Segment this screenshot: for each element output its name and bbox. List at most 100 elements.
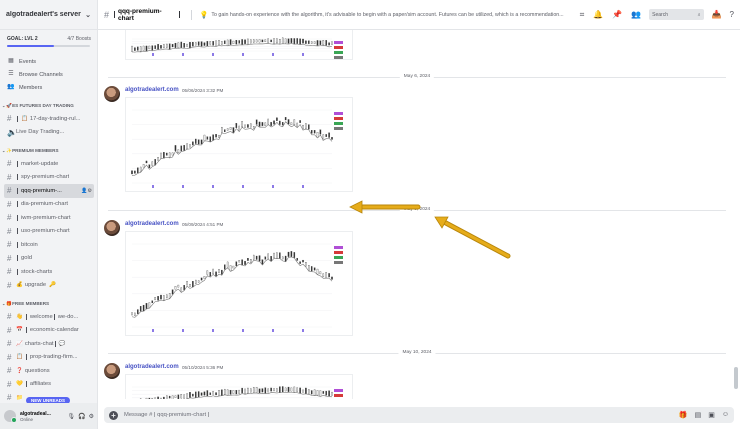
headphones-icon[interactable]: 🎧 — [78, 413, 86, 420]
avatar[interactable] — [104, 220, 120, 236]
members-icon[interactable]: 👥 — [631, 9, 642, 19]
sticker-icon[interactable]: ▣ — [708, 412, 715, 419]
emoji-icon[interactable]: ☺ — [721, 411, 729, 418]
candle — [168, 293, 171, 299]
candle — [168, 43, 171, 50]
divider — [190, 9, 192, 20]
channel-live-day-trading[interactable]: 🔈 Live Day Trading... — [4, 126, 94, 140]
price-tag — [334, 56, 343, 59]
channel-prop-trading[interactable]: # 📋 prop-trading-firm... — [4, 351, 94, 365]
channel-iwm-premium-chart[interactable]: # iwm-premium-chart — [4, 211, 94, 225]
add-member-icon[interactable]: 👤⚙ — [81, 187, 92, 194]
candle — [296, 122, 298, 127]
search-icon: ⌕ — [697, 11, 701, 18]
avatar[interactable] — [4, 410, 17, 423]
candle — [171, 395, 174, 399]
candle — [189, 42, 191, 49]
candle — [197, 41, 200, 46]
channel-topic[interactable]: To gain hands-on experience with the alg… — [211, 11, 564, 18]
avatar[interactable] — [104, 86, 120, 102]
category-premium-members[interactable]: ⌄ ✨ PREMIUM MEMBERS — [0, 144, 97, 157]
chart-attachment[interactable] — [125, 374, 353, 399]
candle — [244, 39, 246, 44]
channel-dia-premium-chart[interactable]: # dia-premium-chart — [4, 198, 94, 212]
candle — [197, 280, 200, 283]
category-es-futures[interactable]: ⌄ 🚀 ES FUTURES DAY TRADING — [0, 99, 97, 112]
candle — [235, 123, 238, 128]
candle — [137, 309, 139, 314]
threads-icon[interactable]: ⌗ — [579, 9, 585, 19]
chart-attachment[interactable] — [125, 30, 353, 60]
candle — [313, 267, 316, 271]
boost-goal[interactable]: GOAL: LVL 2 4/7 Boosts — [0, 30, 97, 45]
user-info[interactable]: algotradeal... Online — [20, 411, 68, 422]
gear-icon[interactable]: ⚙ — [88, 413, 94, 420]
scrollbar-thumb[interactable] — [734, 367, 738, 389]
candle — [241, 387, 243, 394]
message-composer[interactable]: + Message # | qqq-premium-chart | 🎁 ▤ ▣ … — [104, 407, 734, 423]
channel-charts-chat[interactable]: # 📈 charts-chat 💬 — [4, 337, 94, 351]
message-author[interactable]: algotradealert.com — [125, 221, 179, 227]
mic-icon[interactable]: 🎙 — [67, 413, 76, 420]
candle — [145, 45, 148, 52]
candle — [328, 132, 330, 138]
channel-questions[interactable]: # ❓ questions — [4, 364, 94, 378]
candle — [313, 389, 316, 396]
search-input[interactable]: Search ⌕ — [649, 9, 704, 20]
gift-icon[interactable]: 🎁 — [678, 412, 688, 419]
bell-icon[interactable]: 🔔 — [593, 9, 604, 19]
candle — [325, 272, 327, 279]
add-attachment-icon[interactable]: + — [109, 410, 118, 420]
event-marker — [152, 185, 154, 188]
separator — [17, 160, 18, 167]
server-header[interactable]: algotradealert's server ⌄ — [0, 0, 97, 30]
channel-qqq-premium-chart[interactable]: # qqq-premium-... 👤⚙ — [4, 184, 94, 198]
category-free-members[interactable]: ⌄ 🎁 FREE MEMBERS — [0, 297, 97, 310]
channel-day-trading-rules[interactable]: # 📋 17-day-trading-rul... — [4, 112, 94, 126]
event-marker — [242, 53, 244, 56]
inbox-icon[interactable]: 📥 — [711, 10, 722, 19]
candle — [226, 39, 229, 46]
hash-icon: # — [7, 379, 12, 389]
help-icon[interactable]: ? — [729, 10, 734, 19]
channel-welcome[interactable]: # 👋 welcome we-do... — [4, 310, 94, 324]
candle — [215, 134, 217, 138]
candle — [189, 144, 191, 148]
channel-gold[interactable]: # gold — [4, 252, 94, 266]
nav-events[interactable]: ▦ Events — [0, 55, 97, 68]
candle — [331, 276, 333, 280]
channel-spy-premium-chart[interactable]: # spy-premium-chart — [4, 171, 94, 185]
message-author[interactable]: algotradealert.com — [125, 87, 179, 93]
channel-uso-premium-chart[interactable]: # uso-premium-chart — [4, 225, 94, 239]
channel-bitcoin[interactable]: # bitcoin — [4, 238, 94, 252]
channel-economic-calendar[interactable]: # 📅 economic-calendar — [4, 324, 94, 338]
candle — [322, 40, 325, 46]
channel-affiliates[interactable]: # 💛 affiliates — [4, 378, 94, 392]
candle — [224, 129, 226, 133]
channel-stock-charts[interactable]: # stock-charts — [4, 265, 94, 279]
channel-folder[interactable]: # 📁 — [4, 391, 94, 405]
candle — [290, 251, 293, 257]
message-author[interactable]: algotradealert.com — [125, 364, 179, 370]
nav-browse-channels[interactable]: ☰ Browse Channels — [0, 68, 97, 81]
channel-label: charts-chat — [24, 340, 54, 347]
scrollbar[interactable] — [734, 62, 738, 399]
chart-attachment[interactable] — [125, 231, 353, 336]
category-label: PREMIUM MEMBERS — [12, 148, 59, 153]
gif-icon[interactable]: ▤ — [694, 412, 702, 419]
chevron-down-icon: ⌄ — [2, 148, 6, 153]
speech-icon: 💬 — [58, 340, 66, 347]
channel-market-update[interactable]: # market-update — [4, 157, 94, 171]
candle — [331, 41, 333, 45]
new-unreads-badge[interactable]: NEW UNREADS — [26, 397, 71, 404]
chart-attachment[interactable] — [125, 97, 353, 192]
nav-members[interactable]: 👥 Members — [0, 81, 97, 94]
candle — [328, 273, 330, 278]
candle — [325, 390, 327, 396]
avatar[interactable] — [104, 363, 120, 379]
candle — [284, 117, 287, 121]
chart-image — [131, 243, 343, 332]
pin-icon[interactable]: 📌 — [612, 9, 623, 19]
candle — [296, 38, 298, 44]
channel-upgrade[interactable]: # 💰 upgrade 🔑 — [4, 279, 94, 293]
